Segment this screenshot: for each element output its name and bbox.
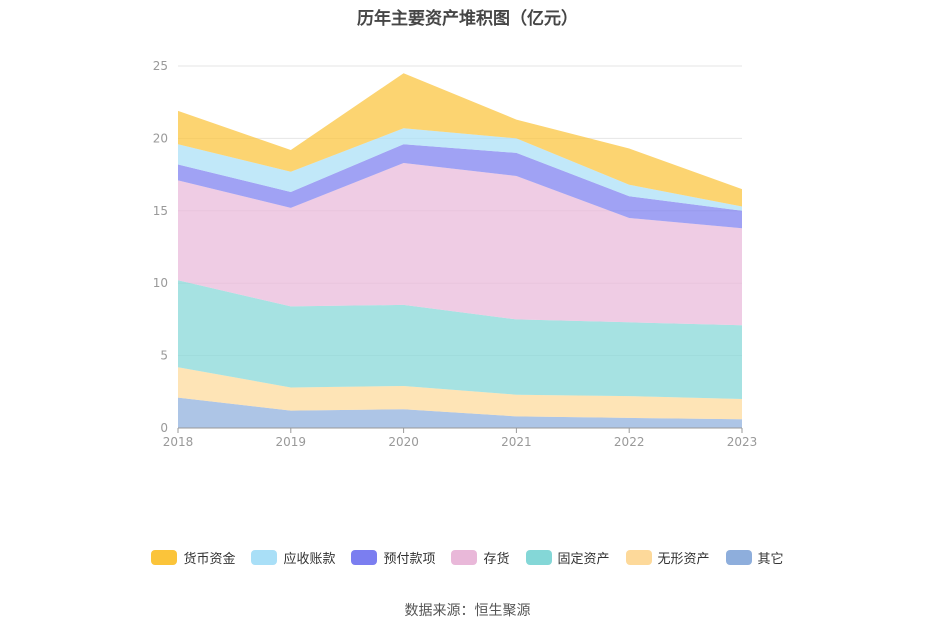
legend-swatch — [625, 550, 652, 565]
legend-item[interactable]: 预付款项 — [351, 548, 435, 567]
area-series-2[interactable] — [178, 280, 742, 399]
legend-item[interactable]: 无形资产 — [625, 548, 710, 567]
legend-label: 固定资产 — [557, 552, 610, 567]
area-series-3[interactable] — [178, 163, 742, 326]
y-tick-label: 20 — [153, 131, 168, 145]
source-note: 数据来源：恒生聚源 — [404, 603, 531, 619]
chart-title: 历年主要资产堆积图（亿元） — [357, 9, 578, 29]
legend-label: 其它 — [757, 552, 784, 567]
legend-item[interactable]: 固定资产 — [525, 548, 610, 567]
legend-swatch — [351, 550, 378, 565]
y-tick-label: 5 — [160, 349, 168, 363]
legend-item[interactable]: 货币资金 — [151, 548, 235, 567]
legend-swatch — [151, 550, 178, 565]
x-tick-label: 2021 — [501, 435, 532, 449]
area-series-6[interactable] — [178, 73, 742, 207]
legend-label: 预付款项 — [383, 552, 436, 567]
legend-item[interactable]: 存货 — [451, 548, 510, 567]
legend-swatch — [725, 550, 752, 565]
legend-swatch — [451, 550, 478, 565]
legend-swatch — [251, 550, 278, 565]
legend-item[interactable]: 应收账款 — [251, 548, 335, 567]
legend-item[interactable]: 其它 — [725, 548, 784, 567]
axes: 0 5 10 15 20 25 2018 2019 2020 2021 2022 2023 — [153, 59, 758, 449]
area-series-5[interactable] — [178, 128, 742, 211]
legend-label: 存货 — [483, 552, 510, 567]
legend-label: 应收账款 — [283, 552, 336, 567]
y-tick-label: 0 — [160, 421, 168, 435]
x-tick-label: 2023 — [727, 435, 758, 449]
y-tick-label: 10 — [153, 276, 168, 290]
legend-label: 无形资产 — [657, 552, 710, 567]
x-tick-label: 2019 — [276, 435, 307, 449]
y-tick-label: 25 — [153, 59, 168, 73]
y-tick-label: 15 — [153, 204, 168, 218]
x-tick-label: 2022 — [614, 435, 645, 449]
legend-label: 货币资金 — [183, 552, 236, 567]
area-series-layer — [178, 73, 742, 428]
area-series-1[interactable] — [178, 367, 742, 420]
area-series-0[interactable] — [178, 397, 742, 428]
x-tick-label: 2020 — [388, 435, 419, 449]
legend: 货币资金 应收账款 预付款项 存货 固定资产 无形资产 其它 — [0, 548, 935, 567]
x-tick-label: 2018 — [163, 435, 194, 449]
legend-swatch — [525, 550, 552, 565]
area-series-4[interactable] — [178, 144, 742, 229]
